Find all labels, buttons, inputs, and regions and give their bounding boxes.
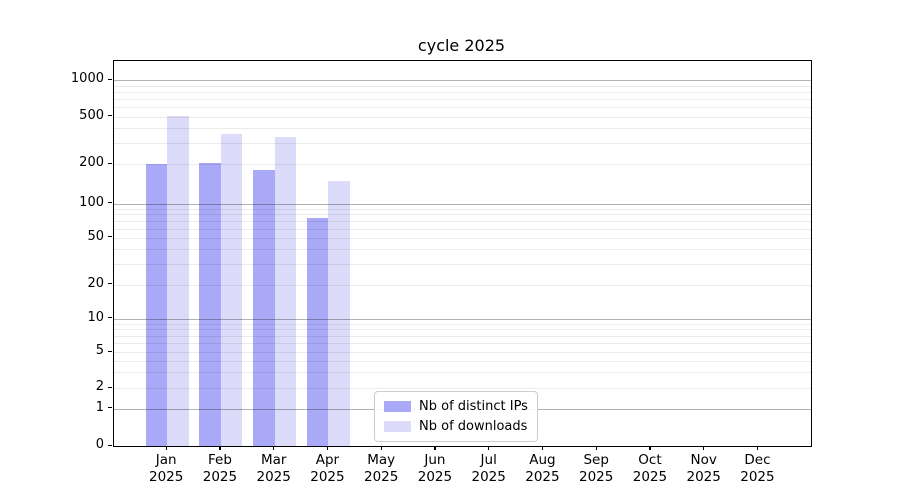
x-tick-label: Sep 2025 (579, 452, 614, 485)
y-tick-mark (108, 236, 112, 238)
legend-label: Nb of downloads (419, 419, 528, 434)
x-tick-mark (703, 446, 705, 450)
y-tick-mark (108, 78, 112, 80)
x-tick-label: Nov 2025 (686, 452, 721, 485)
x-tick-label: Jul 2025 (471, 452, 506, 485)
x-tick-mark (326, 446, 329, 450)
gridline-major (114, 80, 811, 81)
x-tick-mark (380, 446, 382, 450)
bar-distinct-ips-apr (306, 218, 329, 446)
legend-item: Nb of downloads (384, 419, 528, 434)
gridline-minor (114, 352, 811, 353)
x-tick-mark (273, 446, 275, 450)
bar-downloads-feb (220, 133, 243, 446)
gridline-minor (114, 263, 811, 265)
gridline-minor (114, 228, 811, 230)
y-tick-label: 1 (95, 399, 104, 415)
y-tick-label: 50 (87, 228, 104, 244)
y-tick-label: 5 (95, 343, 104, 358)
y-tick-mark (108, 115, 112, 117)
x-tick-mark (649, 446, 651, 450)
y-tick-mark (108, 162, 112, 164)
x-tick-mark (219, 446, 221, 450)
bar-downloads-apr (328, 181, 350, 446)
gridline-minor (114, 128, 811, 130)
gridline-minor (114, 107, 811, 109)
y-tick-mark (108, 317, 112, 319)
gridline-minor (114, 388, 811, 389)
legend-item: Nb of distinct IPs (384, 399, 528, 414)
gridline-major (114, 318, 811, 320)
gridline-minor (114, 372, 811, 374)
x-tick-label: Aug 2025 (525, 452, 560, 485)
x-tick-mark (488, 446, 490, 450)
gridline-minor (114, 214, 811, 216)
gridline-minor (114, 360, 811, 362)
legend-swatch (384, 401, 411, 412)
y-tick-label: 10 (87, 309, 104, 325)
y-tick-label: 1000 (70, 71, 104, 86)
y-tick-label: 20 (87, 275, 104, 291)
x-tick-mark (595, 446, 597, 450)
y-tick-mark (108, 386, 112, 388)
x-tick-label: Jun 2025 (417, 452, 453, 485)
x-tick-label: Dec 2025 (740, 452, 775, 485)
bar-distinct-ips-mar (253, 169, 275, 446)
bar-distinct-ips-feb (199, 163, 221, 446)
gridline-major (114, 203, 811, 205)
legend-label: Nb of distinct IPs (419, 399, 528, 414)
legend-swatch (384, 421, 411, 432)
x-tick-mark (756, 446, 759, 450)
y-tick-label: 500 (79, 107, 104, 123)
gridline-minor (114, 208, 811, 210)
x-tick-mark (165, 446, 167, 450)
y-tick-mark (108, 407, 112, 409)
gridline-minor (114, 91, 811, 93)
gridline-minor (114, 98, 811, 100)
gridline-minor (114, 329, 811, 331)
y-tick-label: 200 (79, 155, 104, 171)
bar-downloads-mar (274, 136, 297, 446)
x-tick-mark (434, 446, 436, 450)
x-tick-mark (541, 446, 544, 450)
x-tick-label: May 2025 (364, 452, 399, 485)
bar-downloads-jan (167, 115, 189, 446)
gridline-minor (114, 237, 811, 239)
bar-distinct-ips-jan (145, 164, 168, 446)
x-tick-label: Mar 2025 (256, 452, 291, 485)
y-tick-label: 2 (95, 379, 104, 394)
y-tick-mark (108, 202, 112, 204)
y-tick-label: 100 (79, 194, 104, 210)
x-tick-label: Oct 2025 (632, 452, 668, 485)
gridline-minor (114, 343, 811, 345)
gridline-minor (114, 323, 811, 325)
gridline-minor (114, 284, 811, 286)
gridline-minor (114, 164, 811, 166)
gridline-minor (114, 335, 811, 337)
x-tick-label: Jan 2025 (149, 452, 184, 485)
plot-area (113, 60, 812, 447)
y-tick-mark (108, 283, 112, 285)
y-tick-mark (108, 444, 112, 446)
y-tick-label: 0 (95, 437, 104, 452)
chart-title: cycle 2025 (417, 36, 506, 55)
gridline-minor (114, 220, 811, 222)
x-tick-label: Apr 2025 (310, 452, 345, 485)
gridline-minor (114, 85, 811, 87)
legend: Nb of distinct IPs Nb of downloads (374, 391, 538, 442)
gridline-minor (114, 116, 811, 118)
x-tick-label: Feb 2025 (202, 452, 238, 485)
y-tick-mark (108, 350, 112, 352)
gridline-minor (114, 248, 811, 250)
gridline-minor (114, 143, 811, 145)
